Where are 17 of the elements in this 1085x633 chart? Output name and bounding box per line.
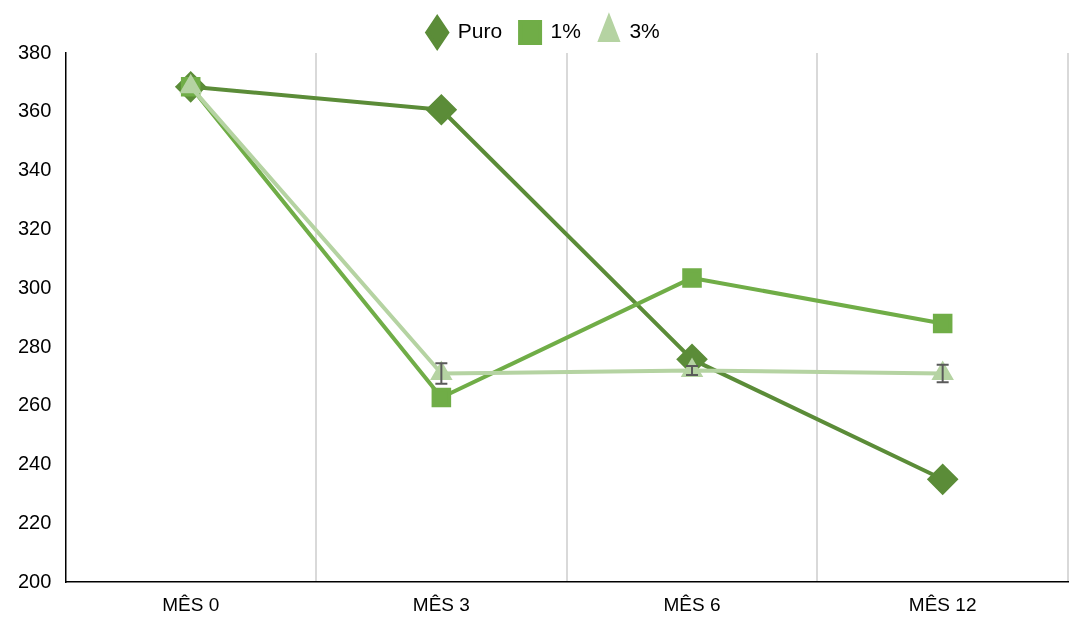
x-tick-label: MÊS 12 [908,593,977,615]
legend-label: 1% [550,19,581,43]
legend-label: Puro [457,19,503,43]
y-tick-label: 380 [17,40,52,63]
x-tick-label: MÊS 6 [663,593,721,615]
legend-label: 3% [629,19,660,43]
y-tick-label: 220 [17,510,52,533]
y-tick-label: 260 [17,393,52,416]
y-tick-label: 320 [17,216,52,239]
x-tick-label: MÊS 0 [162,593,220,615]
y-tick-label: 360 [17,99,52,122]
y-tick-label: 280 [17,334,52,357]
y-tick-label: 200 [17,569,52,592]
y-tick-label: 300 [17,275,52,298]
y-tick-label: 240 [17,452,52,475]
y-tick-label: 340 [17,158,52,181]
x-tick-label: MÊS 3 [412,593,470,615]
